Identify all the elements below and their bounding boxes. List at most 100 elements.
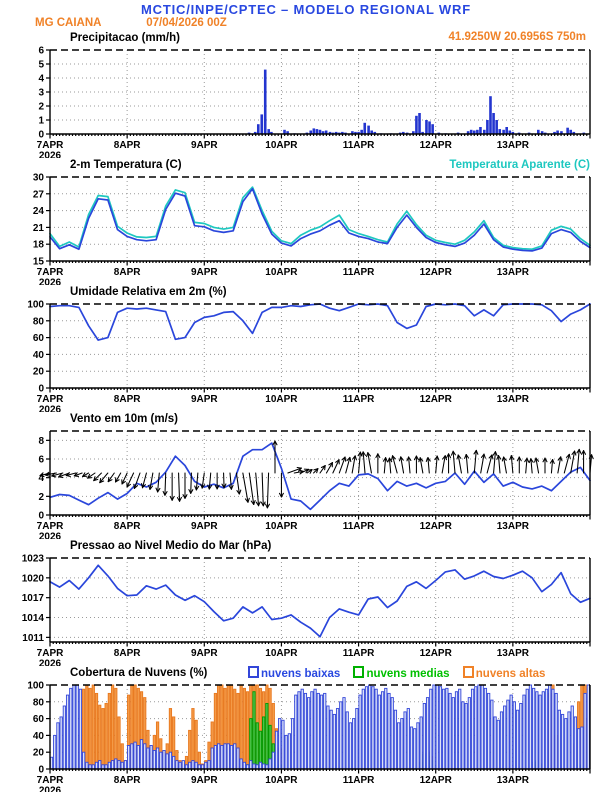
nuvens-medias-label: nuvens medias (366, 668, 450, 680)
svg-text:8APR: 8APR (114, 267, 141, 278)
panel-clouds: Cobertura de Nuvens (%) nuvens baixas nu… (0, 666, 612, 792)
svg-text:12APR: 12APR (420, 521, 453, 532)
svg-text:100: 100 (27, 681, 44, 692)
svg-text:8: 8 (38, 436, 44, 447)
station-name: MG CAIANA (35, 17, 102, 29)
page-title: MCTIC/INPE/CPTEC – MODELO REGIONAL WRF (141, 2, 471, 17)
clouds-chart: 0 20 40 60 80 100 7APR 8APR 9APR 10APR 11APR 12APR 1… (27, 681, 591, 792)
svg-text:8APR: 8APR (114, 521, 141, 532)
svg-text:13APR: 13APR (497, 648, 530, 659)
precipitation-title: Precipitacao (mm/h) (70, 32, 180, 44)
svg-text:9APR: 9APR (191, 267, 218, 278)
svg-text:2026: 2026 (39, 659, 62, 667)
svg-text:8APR: 8APR (114, 140, 141, 151)
wind-chart: 0 2 4 6 8 7APR 8APR 9APR 10APR 11APR 12APR 13APR 202… (37, 430, 594, 540)
svg-text:11APR: 11APR (343, 267, 375, 278)
clouds-legend: nuvens baixas nuvens medias nuvens altas (242, 666, 549, 682)
svg-text:3: 3 (38, 88, 44, 99)
svg-text:12APR: 12APR (420, 267, 453, 278)
header-subtitle: MG CAIANA 07/04/2026 00Z (0, 17, 612, 31)
nuvens-baixas-swatch-icon (248, 666, 259, 678)
svg-text:12APR: 12APR (420, 775, 453, 786)
humidity-title: Umidade Relativa em 2m (%) (70, 286, 227, 298)
svg-text:11APR: 11APR (343, 521, 375, 532)
svg-text:13APR: 13APR (497, 521, 530, 532)
svg-text:12APR: 12APR (420, 394, 453, 405)
svg-text:4: 4 (38, 473, 44, 484)
svg-text:11APR: 11APR (343, 775, 375, 786)
pressure-chart: 1011 1014 1017 1020 1023 7APR 8APR 9APR 10APR 11A… (22, 554, 591, 667)
svg-text:10APR: 10APR (265, 775, 298, 786)
svg-text:60: 60 (33, 333, 45, 344)
svg-text:30: 30 (33, 173, 45, 184)
svg-text:6: 6 (38, 46, 44, 57)
wind-title: Vento em 10m (m/s) (70, 413, 179, 425)
svg-text:80: 80 (33, 316, 45, 327)
svg-text:1011: 1011 (22, 633, 44, 644)
svg-text:13APR: 13APR (497, 394, 530, 405)
nuvens-baixas-label: nuvens baixas (261, 668, 341, 680)
svg-text:7APR: 7APR (37, 140, 64, 151)
svg-text:1023: 1023 (22, 554, 45, 565)
svg-text:8APR: 8APR (114, 648, 141, 659)
nuvens-medias-swatch-icon (353, 666, 365, 678)
svg-text:1: 1 (38, 116, 44, 127)
svg-text:4: 4 (38, 74, 44, 85)
svg-text:0: 0 (38, 511, 44, 522)
svg-text:7APR: 7APR (37, 775, 64, 786)
svg-text:9APR: 9APR (191, 775, 218, 786)
svg-text:60: 60 (33, 714, 45, 725)
svg-text:2: 2 (38, 492, 44, 503)
svg-text:1017: 1017 (22, 593, 45, 604)
svg-text:24: 24 (33, 206, 45, 217)
svg-text:2026: 2026 (39, 786, 62, 792)
svg-text:1014: 1014 (22, 613, 45, 624)
svg-text:10APR: 10APR (265, 140, 298, 151)
svg-text:40: 40 (33, 731, 45, 742)
svg-text:9APR: 9APR (191, 521, 218, 532)
svg-text:10APR: 10APR (265, 394, 298, 405)
svg-text:11APR: 11APR (343, 394, 375, 405)
svg-text:9APR: 9APR (191, 648, 218, 659)
svg-text:0: 0 (38, 130, 44, 141)
svg-text:27: 27 (33, 189, 45, 200)
svg-text:0: 0 (38, 765, 44, 776)
svg-text:7APR: 7APR (37, 521, 64, 532)
svg-text:100: 100 (27, 300, 44, 311)
svg-text:8APR: 8APR (114, 394, 141, 405)
apparent-temperature-legend: Temperatura Aparente (C) (449, 159, 590, 171)
svg-text:12APR: 12APR (420, 140, 453, 151)
panel-humidity: Umidade Relativa em 2m (%) 0 20 40 60 80 100 7… (0, 285, 612, 412)
precipitation-chart: 0 1 2 3 4 5 6 7APR 8APR 9APR 10APR 11APR 12APR 13APR 2… (37, 46, 591, 158)
svg-text:6: 6 (38, 455, 44, 466)
panel-temperature: 2-m Temperatura (C) Temperatura Aparente… (0, 158, 612, 285)
svg-text:12APR: 12APR (420, 648, 453, 659)
svg-text:1020: 1020 (22, 573, 45, 584)
location-coordinates: 41.9250W 20.6956S 750m (448, 31, 586, 43)
svg-text:2026: 2026 (39, 532, 62, 540)
temperature-chart: 15 18 21 24 27 30 7APR 8APR 9APR 10APR 11APR 12APR 1… (33, 173, 591, 286)
clouds-title: Cobertura de Nuvens (%) (70, 667, 208, 679)
svg-text:10APR: 10APR (265, 521, 298, 532)
svg-text:13APR: 13APR (497, 775, 530, 786)
panel-wind: Vento em 10m (m/s) 0 2 4 6 8 7APR 8APR 9APR 10AP… (0, 412, 612, 539)
svg-text:9APR: 9APR (191, 140, 218, 151)
svg-text:13APR: 13APR (497, 140, 530, 151)
svg-text:7APR: 7APR (37, 267, 64, 278)
svg-text:8APR: 8APR (114, 775, 141, 786)
svg-text:7APR: 7APR (37, 394, 64, 405)
svg-text:15: 15 (33, 257, 45, 268)
run-datetime: 07/04/2026 00Z (146, 17, 227, 29)
panel-pressure: Pressao ao Nivel Medio do Mar (hPa) 1011… (0, 539, 612, 666)
svg-text:11APR: 11APR (343, 140, 375, 151)
svg-text:80: 80 (33, 697, 45, 708)
svg-text:2026: 2026 (39, 405, 62, 413)
svg-text:40: 40 (33, 350, 45, 361)
nuvens-altas-swatch-icon (462, 666, 474, 678)
svg-text:20: 20 (33, 748, 45, 759)
temperature-title: 2-m Temperatura (C) (70, 159, 182, 171)
pressure-title: Pressao ao Nivel Medio do Mar (hPa) (70, 540, 272, 552)
svg-text:20: 20 (33, 367, 45, 378)
svg-text:2026: 2026 (39, 278, 62, 286)
